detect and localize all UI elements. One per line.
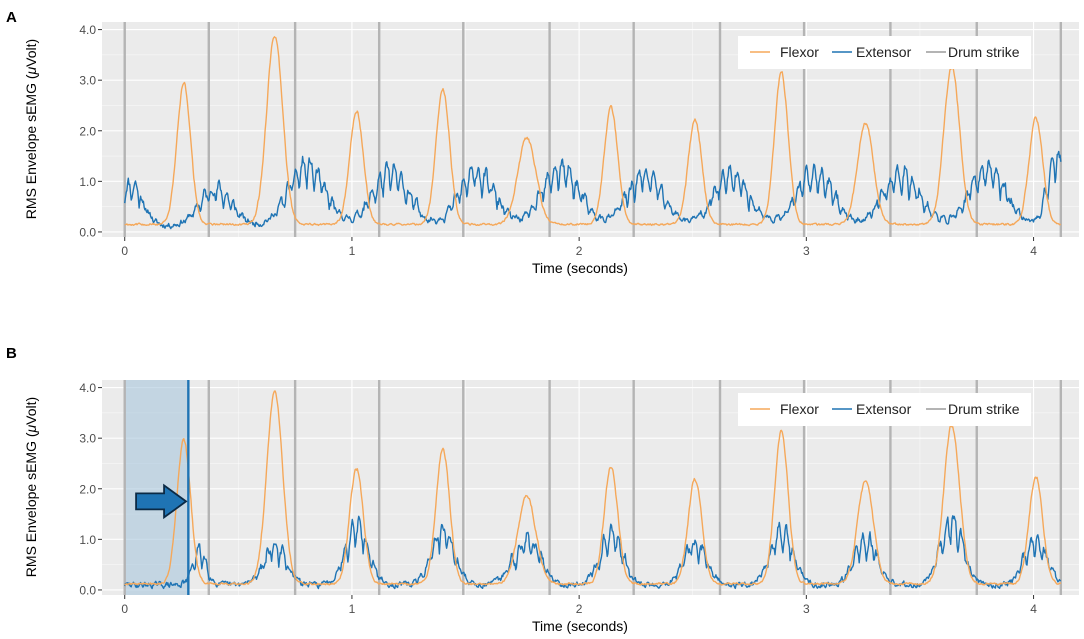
panel-b-x-tick-label: 1 — [349, 602, 356, 616]
panel-a-x-tick-label: 0 — [121, 244, 128, 258]
panel-b-y-ticks: 0.0 1.0 2.0 3.0 4.0 — [79, 381, 102, 597]
panel-b-y-tick-label: 3.0 — [79, 432, 96, 446]
panel-b-y-axis-label: RMS Envelope sEMG (μVolt) — [23, 397, 39, 577]
panel-a-y-axis-label: RMS Envelope sEMG (μVolt) — [23, 39, 39, 219]
panel-a-x-tick-label: 2 — [576, 244, 583, 258]
panel-b-y-label-prefix: RMS Envelope sEMG ( — [23, 432, 39, 577]
panel-a-y-tick-label: 3.0 — [79, 74, 96, 88]
panel-b-x-tick-label: 4 — [1030, 602, 1037, 616]
panel-b-x-tick-label: 3 — [803, 602, 810, 616]
panel-b-label: B — [6, 345, 17, 362]
panel-a-series-extensor — [124, 150, 1062, 230]
panel-a-series — [124, 36, 1062, 230]
panel-a-y-tick-label: 1.0 — [79, 175, 96, 189]
panel-b-y-tick-label: 0.0 — [79, 583, 96, 597]
panel-a-y-tick-label: 4.0 — [79, 23, 96, 37]
panel-b-x-tick-label: 0 — [121, 602, 128, 616]
panel-a-x-tick-label: 3 — [803, 244, 810, 258]
panel-b-series-extensor — [124, 515, 1062, 590]
panel-b-y-tick-label: 2.0 — [79, 482, 96, 496]
panel-b-x-ticks: 0 1 2 3 4 — [121, 595, 1037, 616]
panel-a: A 0.0 1.0 2.0 3.0 4.0 0 1 2 3 4 Time (seconds) R… — [6, 9, 1079, 276]
panel-a-legend-label-flexor: Flexor — [780, 44, 819, 60]
panel-b-series-flexor — [124, 390, 1062, 586]
panel-a-legend: Flexor Extensor Drum strike — [738, 36, 1031, 69]
panel-b-y-label-unit-symbol: μ — [23, 424, 39, 433]
panel-b-y-label-suffix: Volt) — [23, 397, 39, 425]
panel-a-legend-label-drum: Drum strike — [948, 44, 1020, 60]
panel-a-x-ticks: 0 1 2 3 4 — [121, 237, 1037, 258]
panel-b-arrow-icon — [135, 483, 188, 520]
panel-a-legend-box — [738, 36, 1031, 69]
panel-a-y-label-suffix: Volt) — [23, 39, 39, 67]
panel-a-y-tick-label: 2.0 — [79, 124, 96, 138]
panel-a-label: A — [6, 9, 17, 26]
panel-a-y-ticks: 0.0 1.0 2.0 3.0 4.0 — [79, 23, 102, 239]
panel-b-legend-label-drum: Drum strike — [948, 401, 1020, 417]
panel-b-x-axis-label: Time (seconds) — [532, 618, 628, 634]
panel-b: B 0.0 1.0 2.0 3.0 4.0 0 1 2 3 4 Time (seconds) R… — [6, 345, 1079, 634]
panel-a-x-tick-label: 1 — [349, 244, 356, 258]
panel-b-highlight-region — [124, 380, 189, 595]
panel-b-legend: Flexor Extensor Drum strike — [738, 393, 1031, 426]
panel-b-y-tick-label: 1.0 — [79, 533, 96, 547]
panel-b-highlight — [124, 380, 189, 595]
panel-b-legend-box — [738, 393, 1031, 426]
panel-b-x-tick-label: 2 — [576, 602, 583, 616]
panel-a-x-tick-label: 4 — [1030, 244, 1037, 258]
panel-a-series-flexor — [124, 36, 1061, 227]
panel-a-y-label-prefix: RMS Envelope sEMG ( — [23, 74, 39, 219]
panel-a-x-axis-label: Time (seconds) — [532, 260, 628, 276]
panel-b-series — [124, 390, 1062, 590]
panel-a-legend-label-extensor: Extensor — [856, 44, 912, 60]
panel-b-legend-label-extensor: Extensor — [856, 401, 912, 417]
panel-a-y-label-unit-symbol: μ — [23, 66, 39, 75]
panel-b-overlay — [135, 380, 190, 595]
panel-b-legend-label-flexor: Flexor — [780, 401, 819, 417]
panel-b-drum-strikes — [123, 380, 1063, 595]
panel-a-y-tick-label: 0.0 — [79, 225, 96, 239]
panel-b-y-tick-label: 4.0 — [79, 381, 96, 395]
